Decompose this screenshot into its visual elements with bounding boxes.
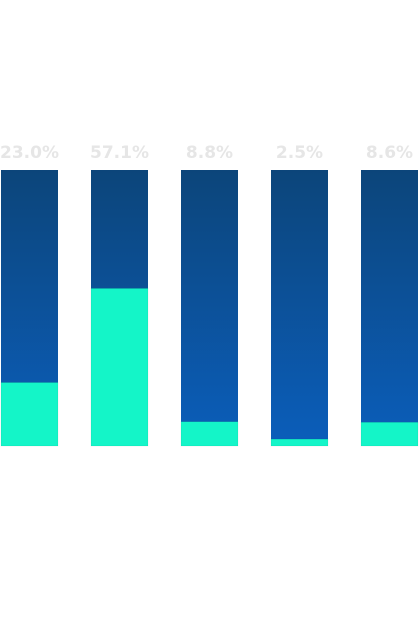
bar-track-4 (271, 170, 328, 446)
bar-value-label-5: 8.6% (366, 143, 413, 163)
bar-track-5 (361, 170, 418, 446)
bar-value-label-1: 23.0% (0, 143, 59, 163)
bar-value-label-2: 57.1% (90, 143, 149, 163)
bar-value-label-3: 8.8% (186, 143, 233, 163)
bar-fill-4 (270, 438, 329, 447)
bar-track-3 (181, 170, 238, 446)
bar-fill-5 (360, 422, 419, 447)
bar-value-label-4: 2.5% (276, 143, 323, 163)
bar-fill-1 (0, 382, 59, 447)
bar-fill-2 (90, 288, 149, 447)
bar-group: 23.0% 57.1% 8.8% 2.5% 8.6% (0, 143, 419, 447)
bar-fill-3 (180, 421, 239, 447)
